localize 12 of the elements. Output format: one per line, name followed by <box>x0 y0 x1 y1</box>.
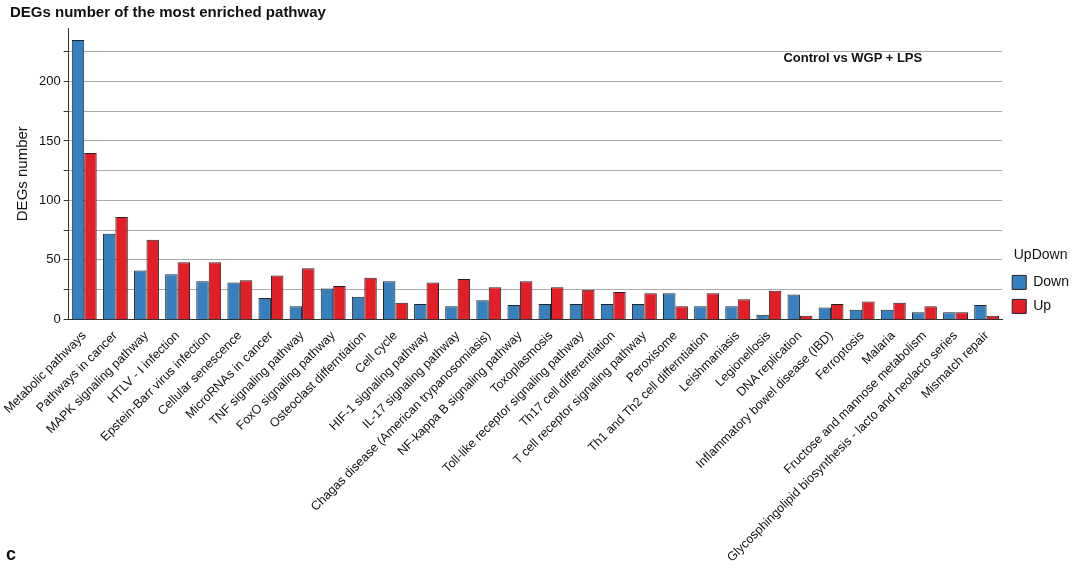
chart-title: DEGs number of the most enriched pathway <box>10 3 327 21</box>
y-axis-title: DEGs number <box>13 126 31 222</box>
legend-label: Up <box>1033 297 1052 314</box>
y-tick-label: 150 <box>38 132 61 148</box>
legend-label: Down <box>1033 273 1069 290</box>
annotation: Control vs WGP + LPS <box>783 49 923 65</box>
y-tick-label: 200 <box>38 73 61 89</box>
y-tick-label: 0 <box>53 310 61 326</box>
text: c <box>6 543 17 564</box>
y-tick-label: 100 <box>38 192 61 208</box>
y-tick-label: 50 <box>46 251 61 267</box>
legend-title: UpDown <box>1013 246 1068 263</box>
